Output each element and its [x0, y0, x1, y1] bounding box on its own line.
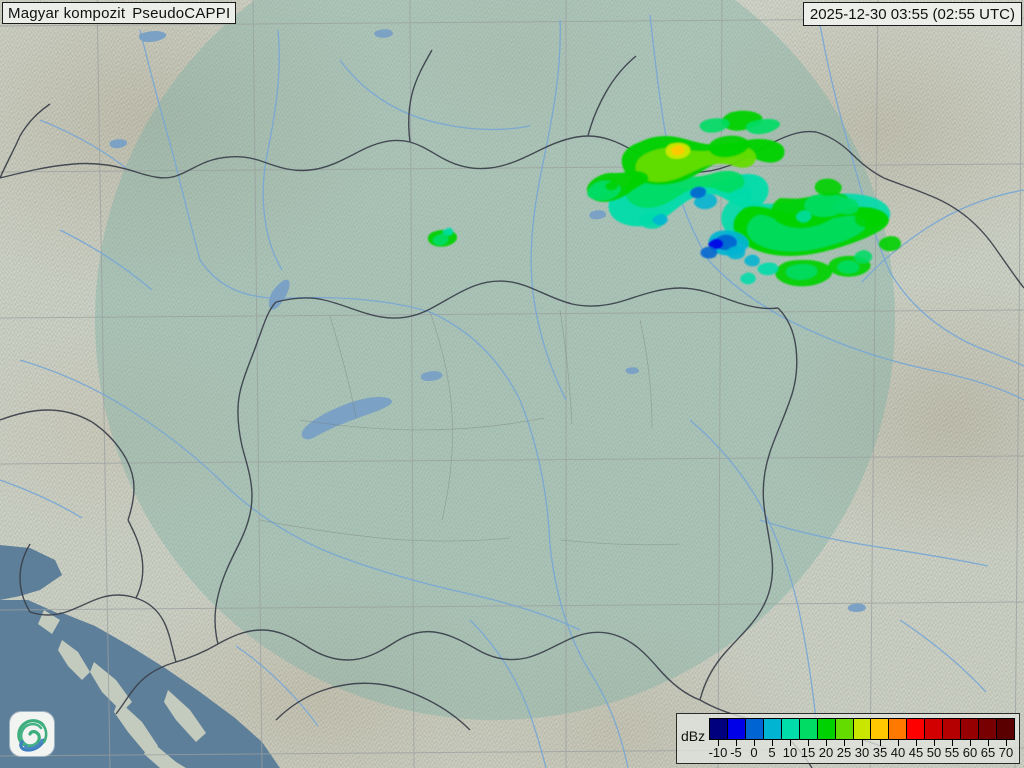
legend-swatch-0 — [745, 719, 764, 739]
legend-swatch-5 — [763, 719, 782, 739]
legend-tick — [826, 740, 827, 746]
legend-tick-label: 5 — [768, 745, 776, 760]
met-service-logo[interactable] — [10, 712, 54, 756]
legend-swatch--5 — [727, 719, 746, 739]
legend-tick-label: 0 — [750, 745, 758, 760]
legend-tick — [736, 740, 737, 746]
legend-swatch-20 — [817, 719, 836, 739]
legend-swatch-55 — [943, 719, 962, 739]
legend-tick-label: 70 — [998, 745, 1014, 760]
product-title-primary: Magyar kompozit — [8, 4, 126, 22]
legend-tick-label: 10 — [782, 745, 798, 760]
timestamp-box: 2025-12-30 03:55 (02:55 UTC) — [802, 2, 1022, 26]
legend-swatch-70 — [997, 719, 1014, 739]
legend-tick — [934, 740, 935, 746]
legend-ticks — [709, 740, 1015, 748]
legend-tick-label: 65 — [980, 745, 996, 760]
legend-tick-label: 60 — [962, 745, 978, 760]
legend-swatch-15 — [799, 719, 818, 739]
legend-colorbar — [709, 718, 1015, 740]
legend-swatch-40 — [889, 719, 908, 739]
legend-tick-label: 45 — [908, 745, 924, 760]
legend-tick-labels: -10 -5 0 5 10 15 20 25 30 35 40 45 50 55 60 65 70 — [709, 745, 1015, 763]
legend-swatch-45 — [907, 719, 926, 739]
legend-swatch-60 — [961, 719, 980, 739]
legend-tick — [790, 740, 791, 746]
legend-swatch-35 — [871, 719, 890, 739]
legend-tick-label: 15 — [800, 745, 816, 760]
product-title-secondary: PseudoCAPPI — [132, 4, 231, 22]
legend-swatch-10 — [781, 719, 800, 739]
legend-tick — [880, 740, 881, 746]
legend-tick — [754, 740, 755, 746]
legend-tick — [1006, 740, 1007, 746]
timestamp-text: 2025-12-30 03:55 (02:55 UTC) — [809, 5, 1015, 23]
legend-swatch-50 — [925, 719, 944, 739]
legend-tick-label: 50 — [926, 745, 942, 760]
product-title-box: Magyar kompozit PseudoCAPPI — [2, 2, 237, 24]
legend-tick — [916, 740, 917, 746]
legend-swatch--10 — [710, 719, 728, 739]
legend-tick-label: 40 — [890, 745, 906, 760]
legend-tick-label: 25 — [836, 745, 852, 760]
legend-swatch-30 — [853, 719, 872, 739]
legend-tick-label: 55 — [944, 745, 960, 760]
legend-tick — [844, 740, 845, 746]
legend-swatch-65 — [979, 719, 997, 739]
legend-unit-label: dBz — [681, 728, 706, 744]
legend-swatch-25 — [835, 719, 854, 739]
legend-tick-label: 30 — [854, 745, 870, 760]
swirl-icon — [17, 719, 48, 752]
legend-tick-label: -5 — [730, 745, 742, 760]
legend-tick-label: 35 — [872, 745, 888, 760]
legend-tick-label: 20 — [818, 745, 834, 760]
legend-tick — [772, 740, 773, 746]
dbz-legend: dBz -10 -5 0 5 10 15 20 25 30 35 40 45 50 55 60 65 70 — [676, 713, 1020, 764]
legend-tick-label: -10 — [708, 745, 728, 760]
legend-tick — [862, 740, 863, 746]
legend-tick — [808, 740, 809, 746]
legend-tick — [952, 740, 953, 746]
legend-tick — [898, 740, 899, 746]
legend-tick — [988, 740, 989, 746]
legend-tick — [970, 740, 971, 746]
legend-tick — [718, 740, 719, 746]
